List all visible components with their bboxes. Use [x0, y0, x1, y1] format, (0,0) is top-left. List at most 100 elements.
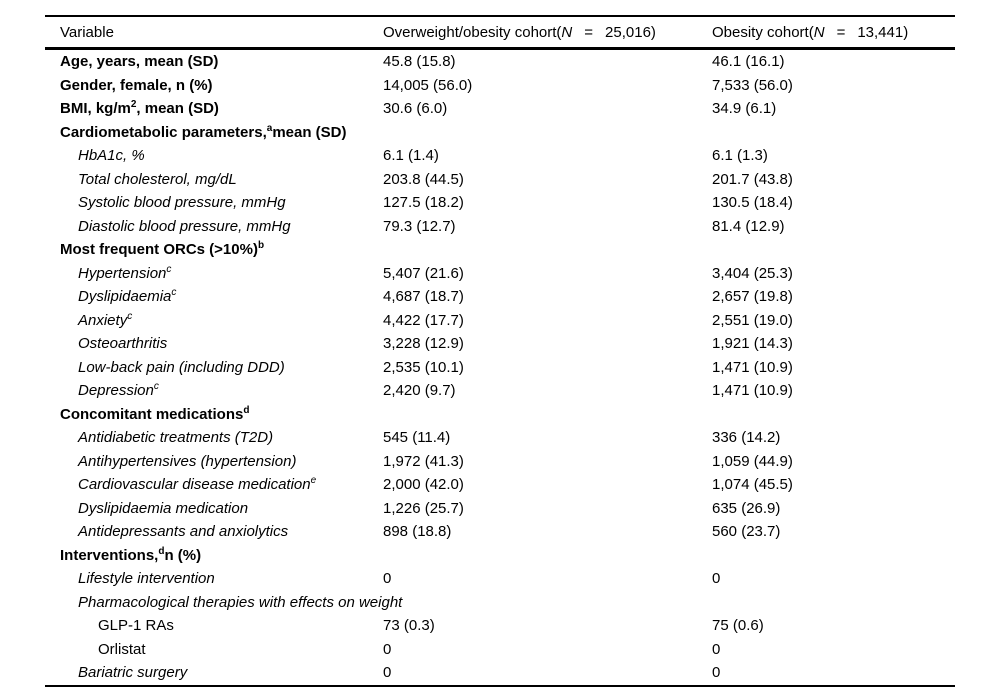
table-row: Most frequent ORCs (>10%)b — [45, 238, 955, 262]
variable-cell: Bariatric surgery — [78, 664, 188, 682]
overweight-obesity-cohort-value: 14,005 (56.0) — [383, 76, 473, 94]
footnote-marker: d — [158, 545, 165, 557]
obesity-cohort-value: 201.7 (43.8) — [712, 170, 793, 188]
obesity-cohort-value: 336 (14.2) — [712, 429, 781, 447]
overweight-obesity-cohort-value: 0 — [383, 664, 392, 682]
overweight-obesity-cohort-value — [383, 591, 712, 615]
equals-sign: = — [584, 23, 594, 41]
variable-cell: Low-back pain (including DDD) — [78, 358, 285, 376]
footnote-marker: a — [266, 122, 273, 134]
overweight-obesity-cohort-value: 45.8 (15.8) — [383, 53, 456, 71]
footnote-marker: e — [310, 475, 317, 487]
overweight-obesity-cohort-value: 0 — [383, 640, 392, 658]
data-table: Variable Overweight/obesity cohort(N = 25,… — [45, 15, 955, 687]
obesity-cohort-value: 1,921 (14.3) — [712, 335, 793, 353]
footnote-marker: c — [153, 381, 159, 393]
n-symbol: N — [813, 23, 825, 41]
variable-cell: Interventions,dn (%) — [60, 545, 202, 564]
table-row: Age, years, mean (SD) 45.8 (15.8) 46.1 (16… — [45, 49, 955, 74]
obesity-cohort-value: 0 — [712, 664, 721, 682]
table-row: Antihypertensives (hypertension) 1,972 (4… — [45, 450, 955, 474]
overweight-obesity-cohort-value: 30.6 (6.0) — [383, 100, 448, 118]
header-row: Variable Overweight/obesity cohort(N = 25,… — [45, 16, 955, 49]
variable-cell: Depressionc — [78, 381, 159, 400]
table-row: Interventions,dn (%) — [45, 544, 955, 568]
footnote-marker: b — [257, 240, 265, 252]
obesity-cohort-value — [712, 591, 955, 615]
table-row: HbA1c, % 6.1 (1.4) 6.1 (1.3) — [45, 144, 955, 168]
table-row: Concomitant medicationsd — [45, 403, 955, 427]
overweight-obesity-cohort-value: 4,422 (17.7) — [383, 311, 464, 329]
equals-sign: = — [836, 23, 846, 41]
table-row: Cardiometabolic parameters,amean (SD) — [45, 121, 955, 145]
variable-cell: Dyslipidaemia medication — [78, 499, 249, 517]
overweight-obesity-cohort-value: 73 (0.3) — [383, 617, 435, 635]
variable-cell: Antidiabetic treatments (T2D) — [78, 429, 274, 447]
table-row: Depressionc 2,420 (9.7) 1,471 (10.9) — [45, 379, 955, 403]
table-row: Cardiovascular disease medicatione 2,000 … — [45, 473, 955, 497]
overweight-obesity-cohort-value: 1,226 (25.7) — [383, 499, 464, 517]
variable-cell: GLP-1 RAs — [98, 617, 174, 635]
variable-cell: Anxietyc — [78, 310, 133, 329]
table-row: GLP-1 RAs 73 (0.3) 75 (0.6) — [45, 614, 955, 638]
table-row: Systolic blood pressure, mmHg 127.5 (18.2… — [45, 191, 955, 215]
variable-cell: Antidepressants and anxiolytics — [78, 523, 289, 541]
table-row: Hypertensionc 5,407 (21.6) 3,404 (25.3) — [45, 262, 955, 286]
table-row: Total cholesterol, mg/dL 203.8 (44.5) 201.… — [45, 168, 955, 192]
variable-cell: BMI, kg/m2, mean (SD) — [60, 99, 219, 118]
variable-cell: Total cholesterol, mg/dL — [78, 170, 237, 188]
overweight-obesity-cohort-value: 5,407 (21.6) — [383, 264, 464, 282]
footnote-marker: d — [243, 404, 250, 416]
overweight-obesity-cohort-value: 898 (18.8) — [383, 523, 452, 541]
obesity-cohort-value: 0 — [712, 570, 721, 588]
header-variable: Variable — [60, 23, 114, 41]
variable-cell: Cardiometabolic parameters,amean (SD) — [60, 122, 347, 141]
table-row: Dyslipidaemia medication 1,226 (25.7) 635 … — [45, 497, 955, 521]
variable-cell: Gender, female, n (%) — [60, 76, 213, 94]
obesity-cohort-value: 130.5 (18.4) — [712, 194, 793, 212]
n-symbol: N — [561, 23, 573, 41]
overweight-obesity-cohort-value: 2,535 (10.1) — [383, 358, 464, 376]
obesity-cohort-value: 1,059 (44.9) — [712, 452, 793, 470]
obesity-cohort-value: 46.1 (16.1) — [712, 53, 785, 71]
footnote-marker: c — [127, 310, 133, 322]
variable-cell: Concomitant medicationsd — [60, 404, 250, 423]
overweight-obesity-cohort-value — [383, 544, 712, 568]
variable-cell: Antihypertensives (hypertension) — [78, 452, 297, 470]
overweight-obesity-cohort-value — [383, 121, 712, 145]
obesity-cohort-value: 7,533 (56.0) — [712, 76, 793, 94]
overweight-obesity-cohort-value: 3,228 (12.9) — [383, 335, 464, 353]
header-overweight-obesity-cohort: Overweight/obesity cohort(N = 25,016) — [383, 16, 712, 49]
overweight-obesity-cohort-value — [383, 238, 712, 262]
variable-cell: HbA1c, % — [78, 147, 145, 165]
overweight-obesity-cohort-value: 79.3 (12.7) — [383, 217, 456, 235]
table-row: Gender, female, n (%) 14,005 (56.0) 7,533 … — [45, 74, 955, 98]
cohort-name: Obesity cohort( — [712, 23, 814, 41]
table-row: Diastolic blood pressure, mmHg 79.3 (12.7… — [45, 215, 955, 239]
obesity-cohort-value: 2,551 (19.0) — [712, 311, 793, 329]
footnote-marker: c — [171, 287, 177, 299]
obesity-cohort-value: 635 (26.9) — [712, 499, 781, 517]
obesity-cohort-value: 2,657 (19.8) — [712, 288, 793, 306]
obesity-cohort-value: 6.1 (1.3) — [712, 147, 768, 165]
overweight-obesity-cohort-value: 6.1 (1.4) — [383, 147, 439, 165]
table-row: Pharmacological therapies with effects o… — [45, 591, 955, 615]
n-value: 25,016) — [605, 23, 656, 41]
variable-cell: Pharmacological therapies with effects o… — [78, 593, 403, 611]
baseline-characteristics-table: Variable Overweight/obesity cohort(N = 25,… — [45, 15, 955, 687]
footnote-marker: c — [166, 263, 172, 275]
variable-cell: Diastolic blood pressure, mmHg — [78, 217, 291, 235]
cohort-name: Overweight/obesity cohort( — [383, 23, 562, 41]
obesity-cohort-value: 3,404 (25.3) — [712, 264, 793, 282]
overweight-obesity-cohort-value — [383, 403, 712, 427]
variable-cell: Systolic blood pressure, mmHg — [78, 194, 286, 212]
overweight-obesity-cohort-value: 4,687 (18.7) — [383, 288, 464, 306]
obesity-cohort-value: 1,074 (45.5) — [712, 476, 793, 494]
overweight-obesity-cohort-value: 1,972 (41.3) — [383, 452, 464, 470]
obesity-cohort-value: 560 (23.7) — [712, 523, 781, 541]
table-row: Antidiabetic treatments (T2D) 545 (11.4) 3… — [45, 426, 955, 450]
variable-cell: Age, years, mean (SD) — [60, 53, 219, 71]
obesity-cohort-value: 1,471 (10.9) — [712, 358, 793, 376]
table-row: Bariatric surgery 0 0 — [45, 661, 955, 686]
obesity-cohort-value — [712, 544, 955, 568]
